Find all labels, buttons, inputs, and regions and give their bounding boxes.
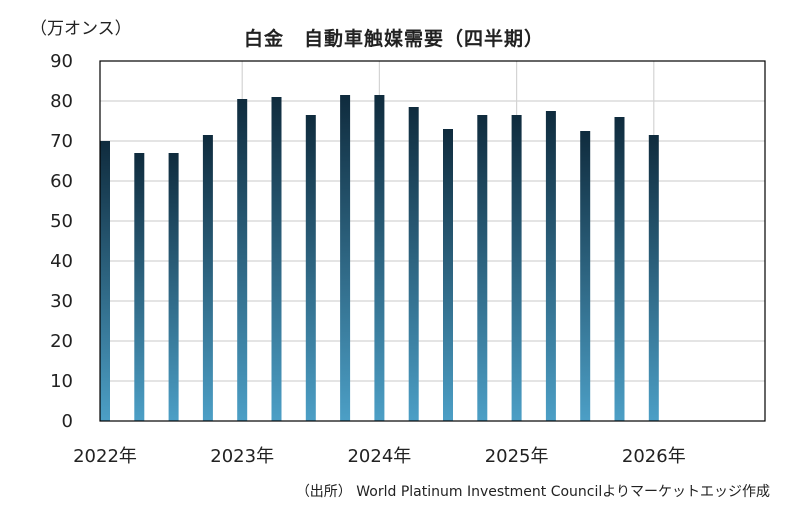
x-tick-label: 2026年 <box>622 446 686 467</box>
y-tick-label: 80 <box>50 91 73 112</box>
y-tick-label: 0 <box>62 411 73 432</box>
x-tick-label: 2024年 <box>347 446 411 467</box>
y-tick-labels: 0 10 20 30 40 50 60 70 80 90 <box>50 51 73 432</box>
y-tick-label: 40 <box>50 251 73 272</box>
bar-2024Q2 <box>408 107 419 421</box>
x-tick-labels: 2022年 2023年 2024年 2025年 2026年 <box>73 446 686 467</box>
bar-2025Q2 <box>545 111 556 421</box>
bar-2025Q4 <box>614 117 625 421</box>
x-tick-label: 2025年 <box>485 446 549 467</box>
bar-2024Q3 <box>443 129 453 421</box>
y-tick-label: 50 <box>50 211 73 232</box>
bar-2022Q4 <box>202 135 213 421</box>
bar-2022Q1 <box>100 141 110 421</box>
bars <box>100 95 659 421</box>
source-note: （出所） World Platinum Investment Councilより… <box>295 484 770 500</box>
y-tick-label: 70 <box>50 131 73 152</box>
bar-2024Q4 <box>477 115 488 421</box>
bar-2024Q1 <box>374 95 385 421</box>
y-tick-label: 60 <box>50 171 73 192</box>
y-tick-label: 20 <box>50 331 73 352</box>
chart-title: 白金 自動車触媒需要（四半期） <box>243 28 544 50</box>
bar-2022Q3 <box>168 153 179 421</box>
plot-frame <box>99 60 766 422</box>
grid-lines <box>100 61 765 421</box>
x-tick-label: 2022年 <box>73 446 137 467</box>
y-tick-label: 30 <box>50 291 73 312</box>
bar-2025Q1 <box>511 115 522 421</box>
bar-2023Q3 <box>305 115 316 421</box>
y-tick-label: 90 <box>50 51 73 72</box>
x-tick-label: 2023年 <box>210 446 274 467</box>
bar-2022Q2 <box>134 153 145 421</box>
bar-2023Q4 <box>340 95 351 421</box>
bar-2026Q1 <box>648 135 659 421</box>
bar-2023Q2 <box>271 97 282 421</box>
y-axis-unit-label: （万オンス） <box>30 19 132 39</box>
bar-2025Q3 <box>580 131 591 421</box>
y-tick-label: 10 <box>50 371 73 392</box>
bar-2023Q1 <box>237 99 248 421</box>
